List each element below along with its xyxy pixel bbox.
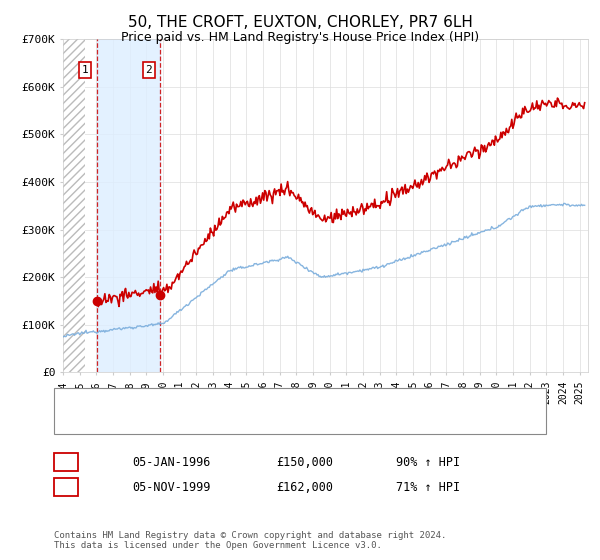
Text: Contains HM Land Registry data © Crown copyright and database right 2024.
This d: Contains HM Land Registry data © Crown c… bbox=[54, 530, 446, 550]
Text: 05-NOV-1999: 05-NOV-1999 bbox=[132, 480, 211, 494]
Text: 2: 2 bbox=[145, 65, 152, 75]
Text: 90% ↑ HPI: 90% ↑ HPI bbox=[396, 455, 460, 469]
Text: 1: 1 bbox=[62, 455, 70, 469]
Text: 50, THE CROFT, EUXTON, CHORLEY, PR7 6LH (detached house): 50, THE CROFT, EUXTON, CHORLEY, PR7 6LH … bbox=[117, 396, 481, 406]
Bar bbox=[63, 39, 85, 372]
Text: 1: 1 bbox=[82, 65, 89, 75]
Text: £150,000: £150,000 bbox=[276, 455, 333, 469]
Bar bbox=[63, 39, 85, 372]
Text: 50, THE CROFT, EUXTON, CHORLEY, PR7 6LH: 50, THE CROFT, EUXTON, CHORLEY, PR7 6LH bbox=[128, 15, 472, 30]
Text: 2: 2 bbox=[62, 480, 70, 494]
Text: Price paid vs. HM Land Registry's House Price Index (HPI): Price paid vs. HM Land Registry's House … bbox=[121, 31, 479, 44]
Text: £162,000: £162,000 bbox=[276, 480, 333, 494]
Text: 05-JAN-1996: 05-JAN-1996 bbox=[132, 455, 211, 469]
Text: 71% ↑ HPI: 71% ↑ HPI bbox=[396, 480, 460, 494]
Text: HPI: Average price, detached house, Chorley: HPI: Average price, detached house, Chor… bbox=[117, 416, 397, 426]
Bar bbox=[97, 39, 160, 372]
